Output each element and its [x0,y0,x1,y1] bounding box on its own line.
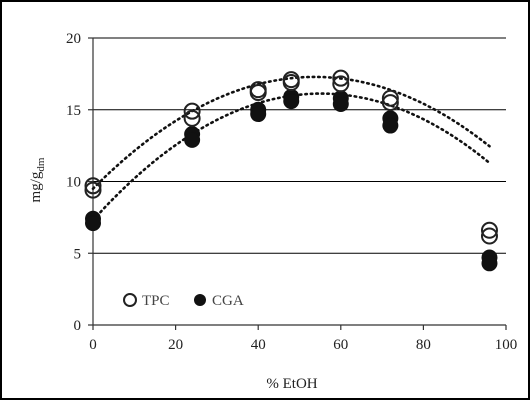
legend: TPC CGA [123,293,244,309]
legend-label-cga: CGA [212,293,244,309]
x-tick-label-60: 60 [333,337,348,353]
point-tpc-3 [183,109,201,127]
x-tick-label-80: 80 [416,337,431,353]
x-tick-label-40: 40 [251,337,266,353]
x-tick-label-0: 0 [89,337,97,353]
point-cga-11 [382,117,399,134]
y-axis-title-main: mg/g [28,171,44,202]
trend-line-tpc [91,75,491,190]
point-tpc-13 [480,227,498,245]
point-tpc-9 [332,75,350,93]
point-tpc-5 [249,84,267,102]
legend-marker-tpc [123,293,137,307]
point-tpc-8 [332,69,350,87]
point-tpc-11 [381,94,399,112]
point-cga-7 [283,93,300,110]
point-cga-3 [184,131,201,148]
point-tpc-10 [381,89,399,107]
y-tick-label-0: 0 [74,318,82,334]
point-cga-5 [250,106,267,123]
y-axis-title-subscript: dm [35,157,47,172]
point-tpc-12 [480,221,498,239]
legend-marker-cga [194,294,206,306]
legend-label-tpc: TPC [142,293,170,309]
y-tick-label-15: 15 [66,103,81,119]
point-cga-13 [481,255,498,272]
x-axis-title: % EtOH [266,376,317,392]
y-tick-label-20: 20 [66,31,81,47]
y-tick-label-10: 10 [66,175,81,191]
x-tick-label-100: 100 [495,337,518,353]
x-tick-label-20: 20 [168,337,183,353]
grid [93,37,506,254]
point-tpc-2 [183,102,201,120]
point-tpc-1 [84,181,102,199]
point-cga-9 [332,96,349,113]
y-axis-title: mg/gdm [28,157,47,202]
point-cga-1 [85,215,101,232]
data-points [84,69,498,272]
point-tpc-0 [84,177,102,195]
point-tpc-7 [282,73,300,91]
tick-labels: 0 5 10 15 20 0 20 40 60 80 100 [66,31,517,353]
y-tick-label-5: 5 [74,246,82,262]
axes [88,37,507,330]
